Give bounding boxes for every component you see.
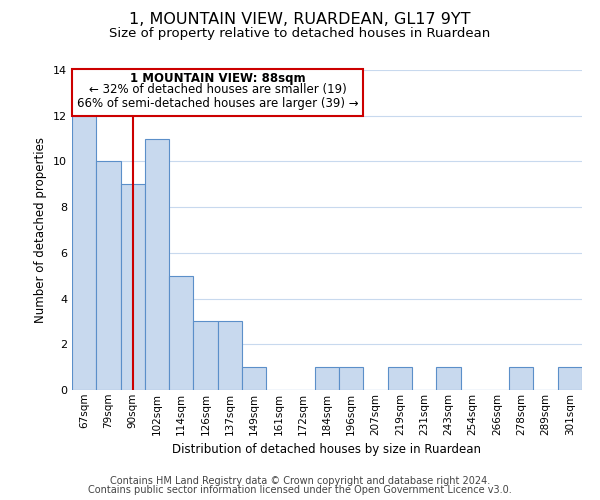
Text: Size of property relative to detached houses in Ruardean: Size of property relative to detached ho…	[109, 28, 491, 40]
Text: ← 32% of detached houses are smaller (19): ← 32% of detached houses are smaller (19…	[89, 83, 347, 96]
Text: 1 MOUNTAIN VIEW: 88sqm: 1 MOUNTAIN VIEW: 88sqm	[130, 72, 305, 85]
Bar	[121, 184, 145, 390]
Bar	[242, 367, 266, 390]
X-axis label: Distribution of detached houses by size in Ruardean: Distribution of detached houses by size …	[173, 443, 482, 456]
Text: Contains public sector information licensed under the Open Government Licence v3: Contains public sector information licen…	[88, 485, 512, 495]
Bar	[315, 367, 339, 390]
Bar	[388, 367, 412, 390]
Bar	[169, 276, 193, 390]
Bar	[558, 367, 582, 390]
Text: 1, MOUNTAIN VIEW, RUARDEAN, GL17 9YT: 1, MOUNTAIN VIEW, RUARDEAN, GL17 9YT	[129, 12, 471, 28]
Bar	[509, 367, 533, 390]
Bar	[96, 162, 121, 390]
Y-axis label: Number of detached properties: Number of detached properties	[34, 137, 47, 323]
Bar	[339, 367, 364, 390]
FancyBboxPatch shape	[72, 69, 364, 116]
Bar	[436, 367, 461, 390]
Text: Contains HM Land Registry data © Crown copyright and database right 2024.: Contains HM Land Registry data © Crown c…	[110, 476, 490, 486]
Bar	[218, 322, 242, 390]
Text: 66% of semi-detached houses are larger (39) →: 66% of semi-detached houses are larger (…	[77, 96, 359, 110]
Bar	[72, 116, 96, 390]
Bar	[193, 322, 218, 390]
Bar	[145, 138, 169, 390]
